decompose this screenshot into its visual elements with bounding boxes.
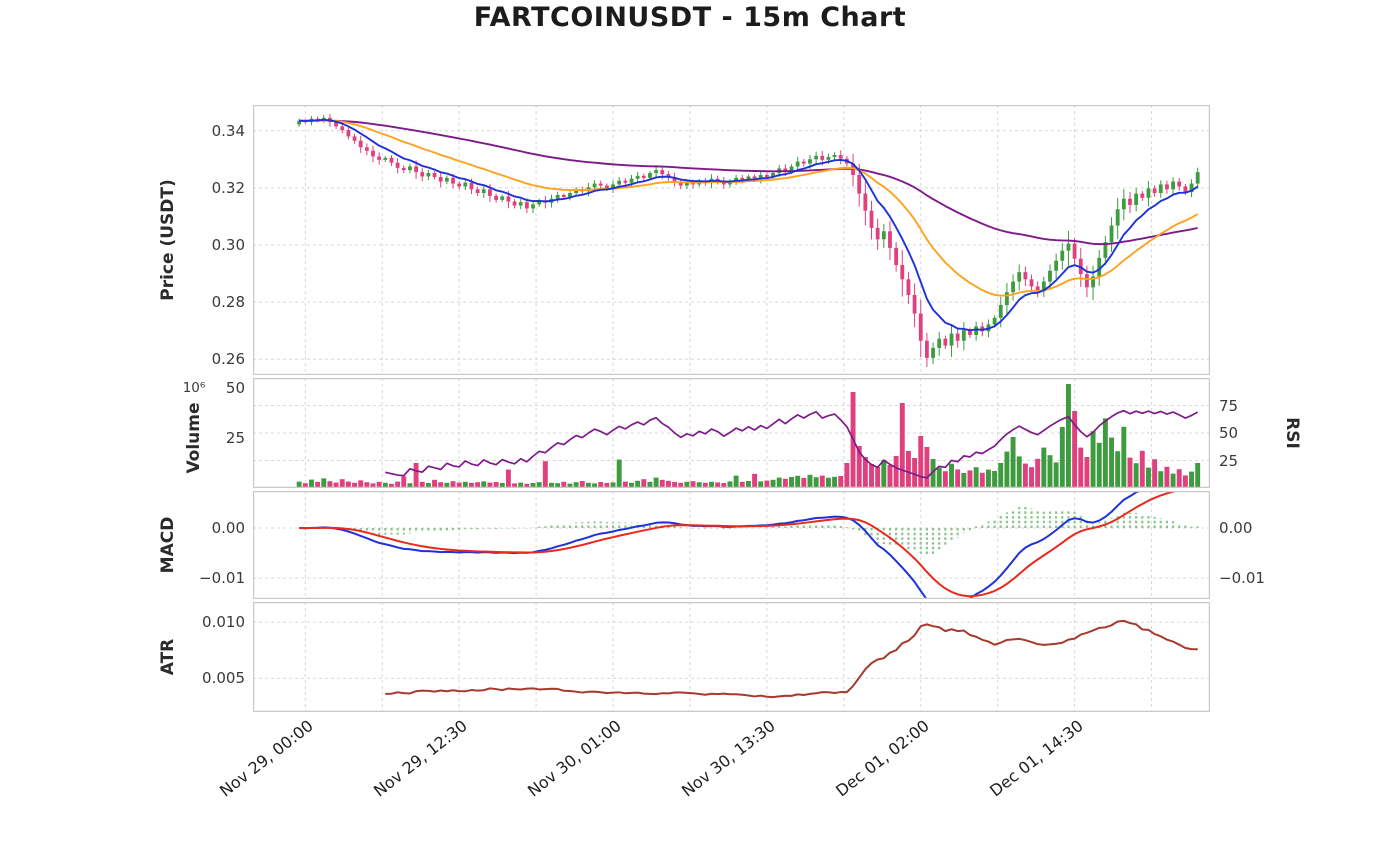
atr-canvas bbox=[253, 602, 1210, 712]
macd-axis-label: MACD bbox=[158, 516, 178, 574]
price-ytick-label: 0.30 bbox=[211, 236, 245, 254]
price-canvas bbox=[253, 105, 1210, 375]
macd-ytick-label: −0.01 bbox=[199, 569, 245, 587]
volume-axis-label: Volume bbox=[184, 402, 204, 474]
price-axis-label: Price (USDT) bbox=[158, 179, 178, 301]
macd-canvas bbox=[253, 491, 1210, 599]
price-ytick-label: 0.28 bbox=[211, 293, 245, 312]
x-axis-tick-label: Nov 29, 00:00 bbox=[216, 716, 317, 801]
x-axis-tick-label: Nov 30, 13:30 bbox=[677, 716, 779, 801]
atr-axis-label: ATR bbox=[158, 638, 178, 676]
atr-ytick-label: 0.010 bbox=[202, 613, 245, 632]
volume-scale-exponent: 10⁶ bbox=[182, 380, 206, 396]
price-ytick-label: 0.32 bbox=[211, 178, 245, 197]
x-axis-tick-label: Dec 01, 02:00 bbox=[831, 716, 933, 801]
volume-ytick-label: 50 bbox=[225, 379, 245, 397]
rsi-ytick-label: 50 bbox=[1219, 424, 1239, 442]
rsi-ytick-label: 25 bbox=[1219, 451, 1239, 470]
macd-ytick-label-right: −0.01 bbox=[1219, 569, 1265, 587]
macd-ytick-label-right: 0.00 bbox=[1219, 519, 1253, 537]
atr-ytick-label: 0.005 bbox=[202, 669, 245, 688]
rsi-ytick-label: 75 bbox=[1219, 396, 1239, 415]
chart-title: FARTCOINUSDT - 15m Chart bbox=[473, 2, 907, 33]
rsi-axis-label: RSI bbox=[1282, 417, 1302, 449]
x-axis-tick-label: Dec 01, 14:30 bbox=[985, 716, 1087, 801]
x-axis-tick-label: Nov 30, 01:00 bbox=[524, 716, 625, 801]
price-ytick-label: 0.26 bbox=[211, 350, 245, 369]
macd-ytick-label: 0.00 bbox=[211, 519, 245, 537]
x-axis-tick-label: Nov 29, 12:30 bbox=[370, 716, 471, 801]
price-ytick-label: 0.34 bbox=[211, 121, 245, 140]
volume-rsi-canvas bbox=[253, 378, 1210, 488]
volume-ytick-label: 25 bbox=[225, 429, 245, 447]
